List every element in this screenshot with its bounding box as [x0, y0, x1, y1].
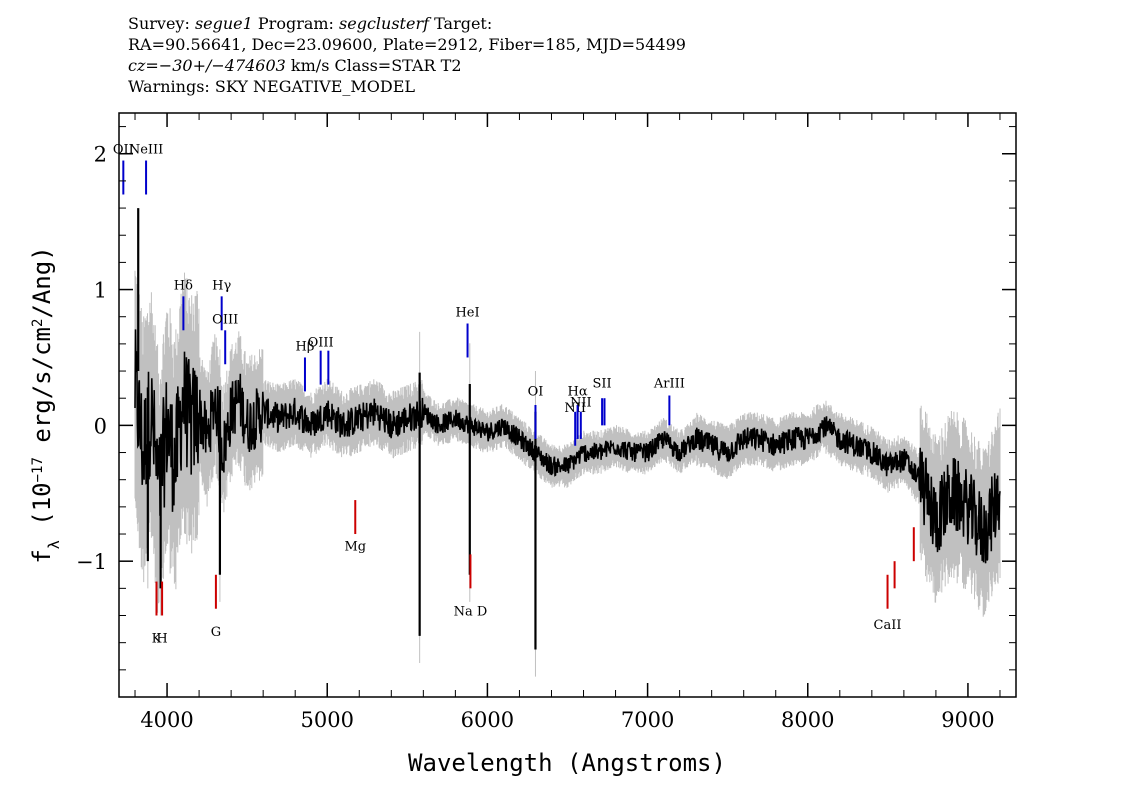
header-line-coords: RA=90.56641, Dec=23.09600, Plate=2912, F…	[128, 35, 686, 54]
y-tick-label: 1	[94, 279, 107, 303]
error-band	[134, 270, 1001, 617]
emission-line-label: SII	[593, 376, 612, 391]
axes-layer: 4000 5000 6000 7000 8000 9000 −1 0 1 2	[76, 113, 1016, 732]
emission-line-label: Hα	[568, 384, 588, 399]
flux-layer	[134, 208, 1001, 650]
emission-line-label: OI	[528, 384, 544, 399]
emission-line-label: Hδ	[174, 279, 193, 294]
y-tick-label: 2	[94, 143, 107, 167]
absorption-line-label: K	[152, 632, 162, 647]
program-name: segclusterf	[339, 14, 430, 33]
emission-line-label: Hγ	[212, 279, 231, 294]
emission-line-label: HeI	[455, 306, 479, 321]
header-line-survey: Survey: segue1 Program: segclusterf Targ…	[128, 14, 493, 33]
absorption-line-label: H	[156, 632, 167, 647]
y-axis-title: fλ (10−17 erg/s/cm2/Ang)	[28, 246, 63, 563]
emission-line-label: NeIII	[129, 143, 163, 158]
emission-line-label: ArIII	[653, 376, 685, 391]
survey-name: segue1	[194, 14, 253, 33]
x-axis-title: Wavelength (Angstroms)	[408, 749, 726, 777]
emission-line-label: OIII	[308, 336, 334, 351]
x-tick-label: 7000	[621, 708, 674, 732]
absorption-line-label: Mg	[344, 539, 366, 554]
spectrum-header: Survey: segue1 Program: segclusterf Targ…	[128, 13, 686, 97]
emission-line-label: OIII	[212, 313, 238, 328]
absorption-line-label: Na D	[454, 605, 488, 620]
x-tick-label: 8000	[781, 708, 834, 732]
absorption-line-label: CaII	[874, 618, 902, 633]
redshift-value: cz=−30+/−474603	[128, 56, 286, 75]
y-tick-label: 0	[94, 414, 107, 438]
y-tick-label: −1	[76, 550, 107, 574]
absorption-line-label: G	[211, 625, 221, 640]
x-tick-label: 5000	[301, 708, 354, 732]
header-line-warnings: Warnings: SKY NEGATIVE_MODEL	[128, 77, 416, 96]
emission-line-label: NII	[570, 395, 592, 410]
emission-line-label: Hβ	[296, 340, 315, 355]
header-line-redshift: cz=−30+/−474603 km/s Class=STAR T2	[128, 56, 462, 75]
x-tick-label: 9000	[941, 708, 994, 732]
flux-line	[134, 329, 1001, 564]
x-tick-label: 4000	[140, 708, 193, 732]
x-tick-label: 6000	[461, 708, 514, 732]
plot-frame	[118, 112, 1017, 698]
